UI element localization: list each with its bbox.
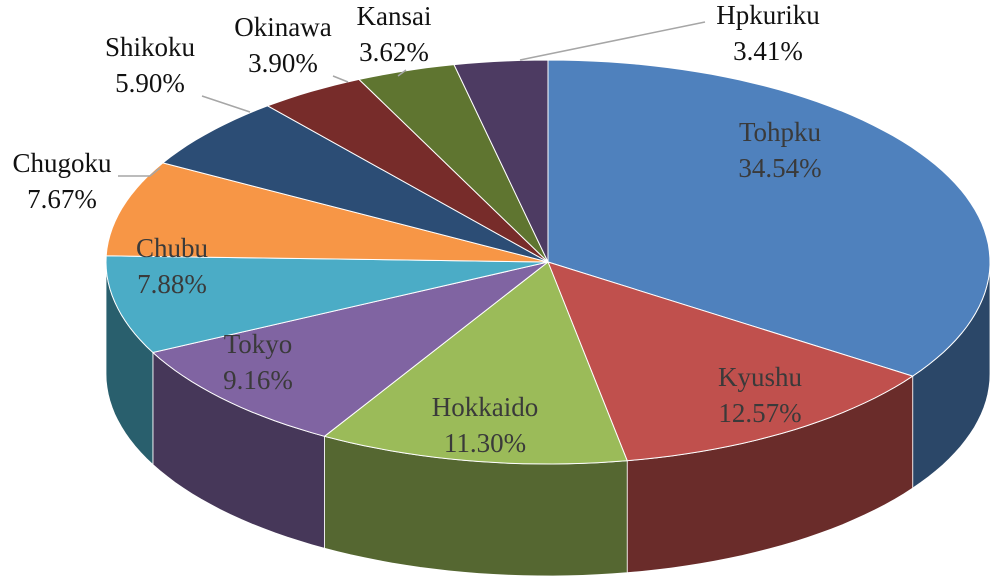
label-value: 7.88%	[137, 269, 207, 299]
slice	[105, 162, 549, 263]
label-value: 12.57%	[718, 398, 801, 428]
label-value: 5.90%	[115, 68, 185, 98]
label-name: Tohpku	[739, 117, 822, 147]
label-name: Chubu	[136, 233, 209, 263]
slice	[323, 261, 628, 465]
label-name: Okinawa	[234, 12, 331, 42]
label-value: 3.62%	[359, 37, 429, 67]
slice	[161, 105, 549, 263]
slice	[151, 261, 549, 437]
slice	[266, 78, 549, 263]
leader-line	[397, 69, 407, 77]
label-name: Kyushu	[718, 362, 803, 392]
label-name: Shikoku	[105, 32, 196, 62]
label-name: Hokkaido	[432, 392, 538, 422]
slice	[105, 255, 549, 354]
slice	[453, 59, 549, 263]
label-value: 3.41%	[733, 36, 803, 66]
slice	[547, 261, 914, 462]
label-value: 9.16%	[223, 365, 293, 395]
label-name: Tokyo	[224, 329, 293, 359]
leader-line	[332, 75, 349, 83]
leader-line	[118, 167, 161, 177]
label-name: Hpkuriku	[716, 0, 820, 30]
label-value: 3.90%	[248, 48, 318, 78]
leader-line	[519, 21, 706, 61]
label-value: 11.30%	[444, 428, 526, 458]
label-name: Chugoku	[12, 148, 112, 178]
leader-line	[201, 95, 251, 113]
label-name: Kansai	[357, 1, 432, 31]
slice	[547, 59, 991, 377]
label-value: 34.54%	[738, 153, 821, 183]
label-value: 7.67%	[27, 184, 97, 214]
